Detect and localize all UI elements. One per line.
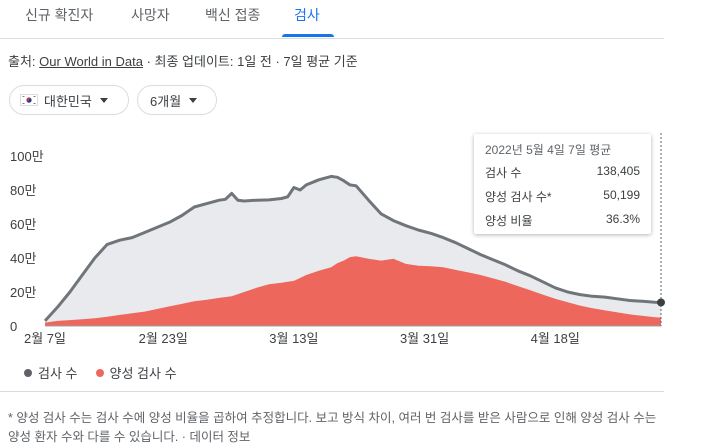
- series-area-positive: [45, 256, 661, 326]
- tooltip-row-positive: 양성 검사 수* 50,199: [485, 188, 640, 206]
- y-tick-label: 80만: [10, 183, 36, 198]
- tooltip-row-rate: 양성 비율 36.3%: [485, 212, 640, 230]
- footnote: * 양성 검사 수는 검사 수에 양성 비율을 곱하여 추정합니다. 보고 방식…: [8, 411, 657, 444]
- tooltip-row-tests: 검사 수 138,405: [485, 164, 640, 182]
- tooltip-value: 36.3%: [605, 212, 640, 226]
- source-line: 출처: Our World in Data · 최종 업데이트: 1일 전 · …: [8, 51, 358, 70]
- tab-bar: 신규 확진자 사망자 백신 접종 검사: [0, 0, 664, 39]
- chart-legend: 검사 수 양성 검사 수: [24, 363, 195, 382]
- tooltip-label: 양성 검사 수*: [485, 190, 552, 204]
- y-tick-label: 20만: [10, 285, 36, 300]
- period-selector[interactable]: 6개월: [137, 85, 217, 115]
- hover-point-tests: [657, 298, 665, 307]
- y-tick-label: 0: [10, 319, 17, 334]
- country-selector[interactable]: 대한민국: [9, 85, 129, 115]
- legend-label: 검사 수: [38, 366, 78, 381]
- y-tick-label: 60만: [10, 217, 36, 232]
- x-tick-label: 3월 31일: [400, 331, 449, 346]
- korea-flag-icon: [20, 94, 38, 106]
- y-tick-label: 100만: [10, 149, 44, 164]
- source-prefix: 출처:: [8, 54, 40, 69]
- x-tick-label: 3월 13일: [269, 331, 318, 346]
- tab-new-cases[interactable]: 신규 확진자: [25, 7, 94, 23]
- divider: [0, 391, 664, 392]
- source-suffix: · 최종 업데이트: 1일 전 · 7일 평균 기준: [142, 54, 358, 69]
- period-label: 6개월: [150, 93, 182, 109]
- chevron-down-icon: [99, 97, 108, 103]
- tooltip-title: 2022년 5월 4일 7일 평균: [485, 143, 612, 157]
- y-tick-label: 40만: [10, 251, 36, 266]
- active-tab-indicator: [282, 34, 334, 37]
- country-label: 대한민국: [44, 93, 92, 109]
- legend-item-tests[interactable]: 검사 수: [24, 363, 78, 382]
- tooltip-label: 양성 비율: [485, 214, 533, 228]
- tooltip-label: 검사 수: [485, 166, 522, 180]
- legend-dot: [24, 368, 32, 377]
- x-tick-label: 4월 18일: [531, 331, 580, 346]
- legend-item-positive[interactable]: 양성 검사 수: [95, 363, 177, 382]
- tab-tests[interactable]: 검사: [294, 7, 320, 23]
- legend-dot: [95, 368, 104, 377]
- series-line-tests: [43, 174, 662, 322]
- source-link[interactable]: Our World in Data: [39, 54, 143, 69]
- tab-vaccinations[interactable]: 백신 접종: [205, 7, 261, 23]
- tooltip-value: 50,199: [603, 188, 640, 202]
- x-tick-label: 2월 23일: [139, 331, 188, 346]
- tooltip-value: 138,405: [596, 164, 640, 178]
- tests-chart[interactable]: 0 20만 40만 60만 80만 100만 2월 7일 2월 23일 3월 13일 3월 31일…: [0, 125, 670, 350]
- x-tick-label: 2월 7일: [24, 331, 66, 346]
- tab-deaths[interactable]: 사망자: [131, 7, 170, 23]
- chevron-down-icon: [189, 97, 198, 103]
- chart-tooltip: 2022년 5월 4일 7일 평균 검사 수 138,405 양성 검사 수* …: [474, 134, 651, 234]
- legend-label: 양성 검사 수: [109, 366, 177, 381]
